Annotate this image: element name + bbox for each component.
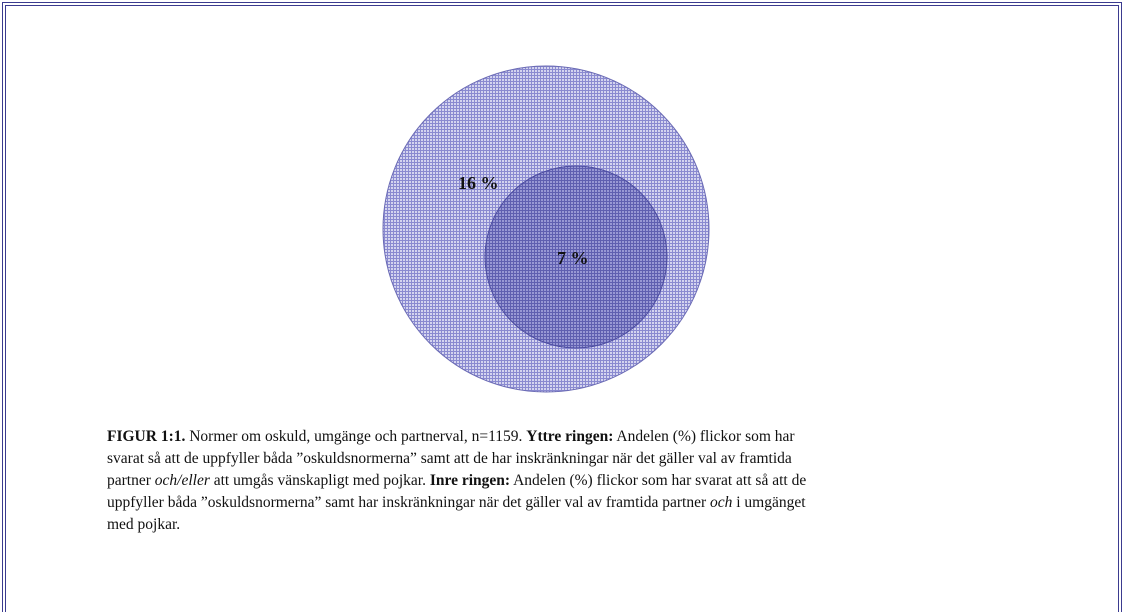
figure: 16 % 7 % bbox=[382, 65, 710, 393]
caption-run: FIGUR 1:1. bbox=[107, 428, 186, 445]
caption-run: att umgås vänskapligt med pojkar. bbox=[209, 472, 430, 489]
caption-run: Andelen (%) flickor som har svarat att s… bbox=[510, 472, 807, 489]
caption-run: med pojkar. bbox=[107, 516, 181, 533]
caption-line: uppfyller båda ”oskuldsnormerna” samt ha… bbox=[107, 492, 1067, 514]
caption-run: Andelen (%) flickor som har bbox=[613, 428, 795, 445]
caption: FIGUR 1:1. Normer om oskuld, umgänge och… bbox=[107, 426, 1067, 536]
caption-run: i umgänget bbox=[732, 494, 806, 511]
caption-run: uppfyller båda ”oskuldsnormerna” samt ha… bbox=[107, 494, 710, 511]
caption-run: partner bbox=[107, 472, 155, 489]
caption-run: svarat så att de uppfyller båda ”oskulds… bbox=[107, 450, 792, 467]
caption-run: och bbox=[709, 494, 733, 511]
caption-line: med pojkar. bbox=[107, 514, 1067, 536]
inner-label: 7 % bbox=[557, 248, 589, 268]
inner-ring bbox=[484, 165, 668, 349]
caption-line: partner och/eller att umgås vänskapligt … bbox=[107, 470, 1067, 492]
caption-run: och/eller bbox=[154, 472, 210, 489]
outer-label: 16 % bbox=[458, 173, 499, 193]
caption-run: Normer om oskuld, umgänge och partnerval… bbox=[185, 428, 527, 445]
caption-run: Inre ringen: bbox=[429, 472, 511, 489]
caption-line: svarat så att de uppfyller båda ”oskulds… bbox=[107, 448, 1067, 470]
caption-line: FIGUR 1:1. Normer om oskuld, umgänge och… bbox=[107, 426, 1067, 448]
caption-run: Yttre ringen: bbox=[526, 428, 614, 445]
